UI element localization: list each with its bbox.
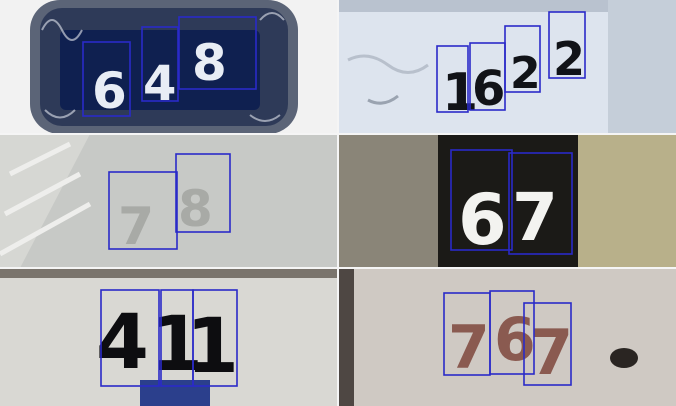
tile-648: 6 4 8 bbox=[0, 0, 338, 134]
tile-767: 7 6 7 bbox=[338, 268, 676, 406]
digit-box bbox=[100, 289, 160, 387]
digit-2: 2 bbox=[553, 32, 585, 86]
digit-1: 1 bbox=[442, 63, 478, 123]
tile-411-photo: 4 1 1 bbox=[0, 268, 338, 406]
digit-4: 4 bbox=[96, 297, 149, 386]
tile-67: 6 7 bbox=[338, 134, 676, 268]
tile-1622: 1 6 2 2 bbox=[338, 0, 676, 134]
digit-6: 6 bbox=[494, 305, 536, 375]
digit-box bbox=[523, 302, 572, 386]
divider-vertical bbox=[337, 0, 339, 406]
tile-78: 7 8 bbox=[0, 134, 338, 268]
digit-7: 7 bbox=[512, 179, 558, 256]
digit-2: 2 bbox=[510, 48, 541, 99]
digit-box bbox=[108, 171, 178, 250]
digit-box bbox=[436, 45, 469, 113]
tile-78-photo: 7 8 bbox=[0, 134, 338, 268]
digit-7: 7 bbox=[448, 313, 490, 383]
digit-box bbox=[141, 26, 179, 102]
digit-6: 6 bbox=[92, 62, 127, 120]
tile-67-photo: 6 7 bbox=[338, 134, 676, 268]
digit-box bbox=[178, 16, 257, 90]
digit-4: 4 bbox=[143, 56, 176, 112]
tile-1622-photo: 1 6 2 2 bbox=[338, 0, 676, 134]
digit-box bbox=[175, 153, 231, 233]
digit-box bbox=[192, 289, 238, 387]
digit-box bbox=[504, 25, 541, 93]
digit-box bbox=[82, 41, 131, 117]
digit-6: 6 bbox=[458, 179, 507, 261]
tile-767-photo: 7 6 7 bbox=[338, 268, 676, 406]
digit-box bbox=[548, 11, 586, 79]
digit-1: 1 bbox=[186, 301, 239, 390]
tile-411: 4 1 1 bbox=[0, 268, 338, 406]
digit-box bbox=[450, 149, 513, 251]
digit-7: 7 bbox=[530, 316, 573, 389]
digit-box bbox=[508, 152, 573, 255]
tile-648-photo: 6 4 8 bbox=[0, 0, 338, 134]
digit-8: 8 bbox=[192, 34, 227, 92]
digit-8: 8 bbox=[178, 180, 213, 238]
digit-7: 7 bbox=[118, 197, 154, 257]
digit-6: 6 bbox=[472, 61, 505, 117]
digit-box bbox=[489, 290, 535, 375]
